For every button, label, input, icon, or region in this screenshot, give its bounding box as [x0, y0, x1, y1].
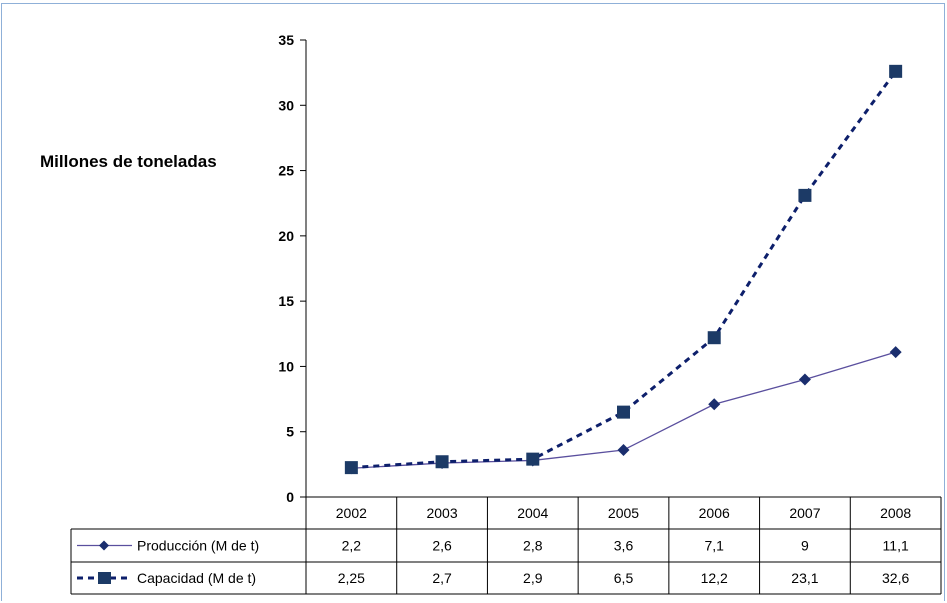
table-value-cell: 7,1 — [704, 538, 724, 554]
table-value-cell: 2,2 — [342, 538, 362, 554]
data-point-produccion — [708, 398, 721, 411]
x-category-label: 2008 — [880, 505, 911, 521]
x-category-label: 2004 — [517, 505, 548, 521]
y-tick-label: 35 — [278, 32, 294, 48]
legend-marker-capacidad — [98, 572, 111, 584]
table-value-cell: 2,9 — [523, 570, 543, 586]
chart-frame — [1, 3, 945, 601]
x-category-label: 2002 — [336, 505, 367, 521]
table-value-cell: 11,1 — [883, 538, 909, 554]
x-category-label: 2005 — [608, 505, 639, 521]
data-point-produccion — [798, 373, 811, 386]
table-value-cell: 12,2 — [701, 570, 728, 586]
y-tick-label: 25 — [278, 163, 294, 179]
y-tick-label: 30 — [278, 97, 294, 113]
data-point-capacidad — [798, 188, 812, 202]
y-tick-label: 5 — [286, 424, 294, 440]
legend-series-name: Producción (M de t) — [137, 538, 259, 554]
y-tick-label: 0 — [286, 489, 294, 505]
data-table: 2002 2003 2004 2005 2006 2007 2008 Producción (… — [70, 496, 942, 595]
data-point-capacidad — [617, 405, 630, 419]
table-value-cell: 23,1 — [791, 570, 818, 586]
data-point-produccion — [889, 346, 902, 359]
legend-series-name: Capacidad (M de t) — [137, 570, 256, 586]
data-point-produccion — [617, 443, 630, 456]
data-point-capacidad — [889, 64, 903, 78]
table-value-cell: 32,6 — [882, 570, 909, 586]
data-point-capacidad — [707, 331, 721, 345]
data-point-capacidad — [344, 461, 358, 475]
x-category-label: 2007 — [789, 505, 820, 521]
y-tick-label: 15 — [278, 293, 294, 309]
table-value-cell: 2,6 — [432, 538, 452, 554]
table-value-cell: 3,6 — [614, 538, 634, 554]
table-value-cell: 2,7 — [432, 570, 452, 586]
table-value-cell: 2,25 — [338, 570, 365, 586]
y-tick-label: 10 — [278, 358, 294, 374]
series-layer — [344, 64, 903, 475]
y-axis-label: Millones de toneladas — [40, 152, 217, 171]
table-value-cell: 9 — [801, 538, 809, 554]
legend-marker-produccion — [99, 540, 109, 551]
y-axis: 0 5 10 15 20 25 30 35 — [278, 32, 307, 505]
table-value-cell: 2,8 — [523, 538, 543, 554]
table-value-cell: 6,5 — [614, 570, 634, 586]
x-category-label: 2006 — [699, 505, 730, 521]
y-tick-label: 20 — [278, 228, 294, 244]
data-point-capacidad — [526, 452, 540, 466]
x-category-label: 2003 — [426, 505, 457, 521]
data-point-capacidad — [435, 455, 449, 469]
